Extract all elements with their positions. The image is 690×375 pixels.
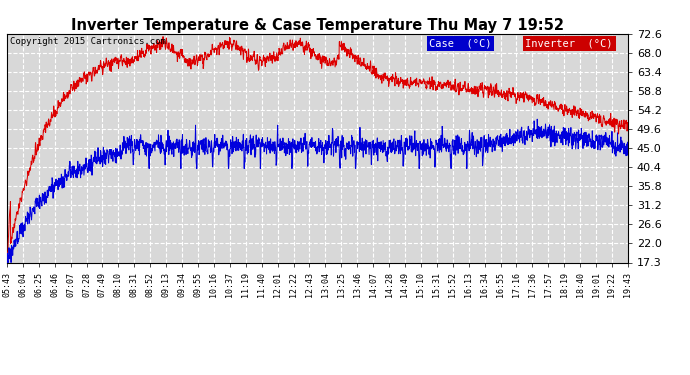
- Text: Inverter  (°C): Inverter (°C): [526, 38, 613, 48]
- Text: Case  (°C): Case (°C): [429, 38, 492, 48]
- Title: Inverter Temperature & Case Temperature Thu May 7 19:52: Inverter Temperature & Case Temperature …: [71, 18, 564, 33]
- Text: Copyright 2015 Cartronics.com: Copyright 2015 Cartronics.com: [10, 37, 166, 46]
